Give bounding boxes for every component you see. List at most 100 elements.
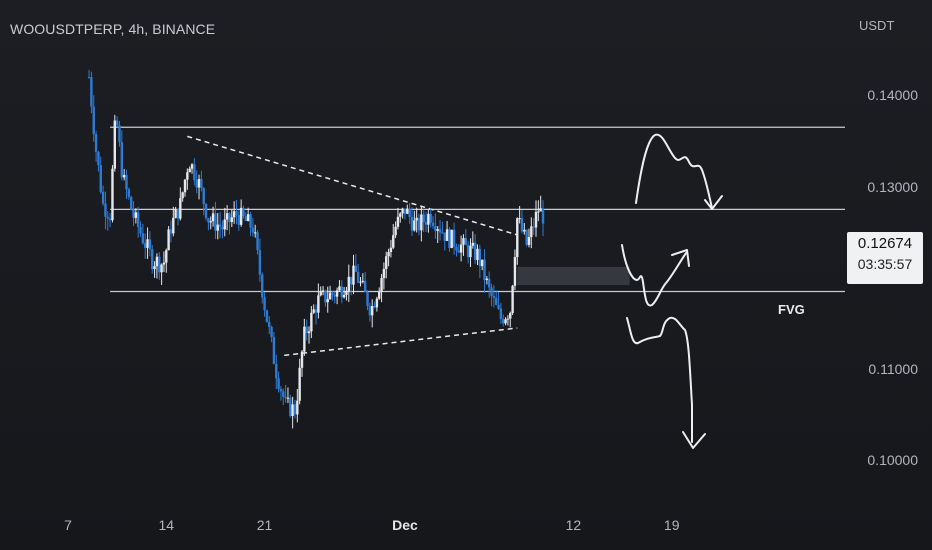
candle-body — [92, 106, 95, 135]
candle-body — [382, 268, 386, 279]
candle-body — [434, 225, 437, 231]
dashed-trendline[interactable] — [187, 135, 518, 236]
candle-body — [396, 216, 400, 227]
candle-body — [527, 237, 531, 245]
x-tick-label: Dec — [392, 517, 418, 533]
candle-body — [387, 251, 390, 257]
candle-body — [115, 120, 119, 126]
candle-body — [392, 235, 395, 248]
quote-currency: USDT — [859, 18, 895, 33]
candle-body — [488, 278, 491, 288]
candle-body — [523, 229, 526, 232]
x-tick-label: 14 — [158, 517, 175, 533]
candle-body — [188, 168, 191, 173]
candle-body — [296, 400, 299, 415]
candle-body — [268, 321, 271, 327]
candle-body — [338, 286, 341, 291]
candle-body — [172, 217, 175, 234]
candle-body — [471, 242, 475, 246]
candle-body — [380, 278, 383, 292]
candle-body — [385, 256, 388, 269]
scenario-arrow-drop — [626, 316, 706, 449]
candle-body — [291, 404, 294, 417]
candle-body — [251, 227, 255, 233]
current-price: 0.12674 — [857, 235, 913, 252]
candle-body — [108, 218, 112, 221]
candle-body — [319, 292, 322, 296]
candle-body — [366, 291, 369, 307]
candle-body — [195, 180, 198, 188]
candle-body — [450, 229, 453, 248]
candle-body — [352, 265, 355, 285]
candle-body — [480, 259, 484, 267]
candle-body — [452, 229, 456, 247]
candle-body — [506, 318, 510, 320]
candle-body — [254, 232, 257, 234]
candle-body — [158, 256, 161, 273]
candle-body — [361, 280, 365, 282]
candle-body — [466, 245, 470, 258]
candle-body — [455, 246, 458, 251]
candle-body — [389, 247, 393, 252]
candle-body — [120, 142, 124, 178]
candle-body — [363, 280, 367, 292]
fvg-label: FVG — [778, 302, 805, 317]
candle-body — [415, 217, 418, 221]
candle-body — [249, 214, 252, 228]
current-price-badge: 0.12674 03:35:57 — [847, 232, 923, 284]
candle-body — [354, 265, 358, 272]
candle-body — [342, 294, 346, 298]
candle-body — [144, 243, 147, 248]
candle-body — [417, 217, 421, 231]
candle-body — [293, 404, 297, 415]
candle-body — [378, 291, 381, 299]
candle-body — [307, 331, 311, 334]
candle-body — [340, 286, 343, 298]
candle-body — [218, 224, 222, 227]
candle-body — [141, 233, 145, 244]
candle-body — [232, 211, 236, 218]
candle-body — [335, 290, 339, 297]
candle-body — [87, 77, 91, 79]
dashed-trendline[interactable] — [284, 327, 518, 357]
candle-body — [459, 244, 463, 253]
fvg-zone[interactable] — [517, 266, 630, 286]
candle-body — [282, 391, 285, 398]
candle-body — [165, 250, 168, 263]
candle-body — [356, 271, 360, 283]
candle-body — [151, 249, 154, 270]
candle-body — [495, 297, 498, 305]
hand-drawn-scenario-arrows — [621, 133, 723, 449]
candle-body — [137, 212, 140, 228]
candle-body — [148, 239, 152, 250]
candle-body — [518, 218, 521, 220]
candle-body — [99, 165, 102, 192]
candle-body — [464, 238, 467, 246]
candle-body — [511, 285, 514, 313]
candle-body — [321, 290, 325, 293]
candle-body — [139, 227, 142, 234]
candle-body — [534, 211, 538, 228]
candle-body — [197, 178, 201, 188]
candle-body — [413, 220, 416, 231]
y-tick-label: 0.13000 — [867, 178, 918, 195]
candle-body — [539, 208, 542, 212]
candle-body — [246, 214, 250, 221]
symbol-title[interactable]: WOOUSDTPERP, 4h, BINANCE — [10, 21, 216, 37]
candle-body — [122, 174, 126, 178]
candle-body — [300, 351, 304, 368]
candle-body — [314, 309, 318, 313]
x-tick-label: 7 — [64, 517, 72, 533]
candle-body — [211, 213, 215, 222]
candle-body — [125, 174, 128, 190]
candle-body — [167, 229, 170, 251]
candle-body — [134, 212, 138, 218]
candle-body — [483, 259, 486, 281]
candle-body — [347, 276, 350, 291]
candle-body — [202, 188, 205, 204]
candle-body — [326, 299, 329, 303]
candle-body — [214, 213, 217, 231]
candle-body — [256, 232, 259, 251]
candle-body — [239, 207, 243, 225]
